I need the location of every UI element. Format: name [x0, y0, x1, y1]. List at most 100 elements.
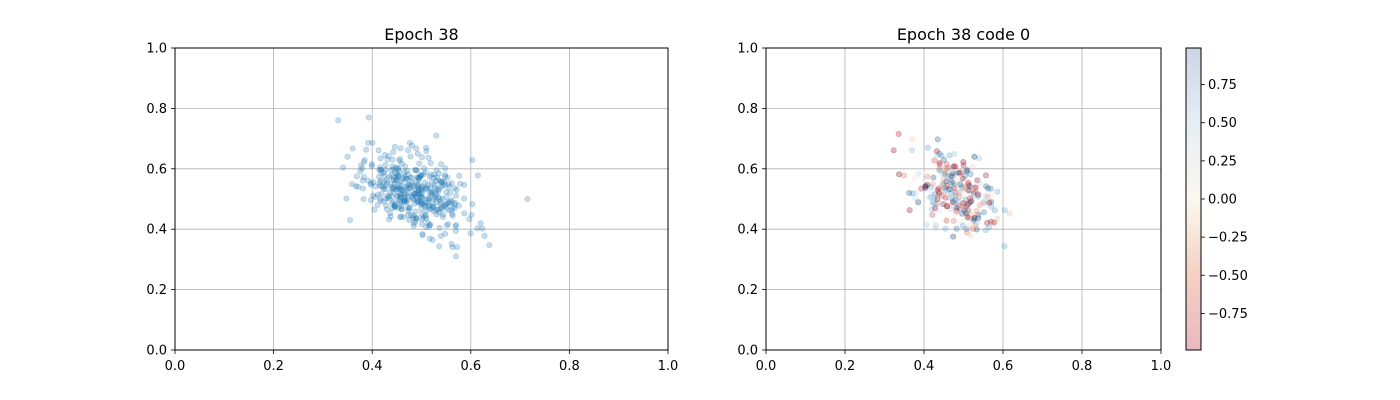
scatter-point	[401, 197, 408, 204]
scatter-point	[947, 192, 954, 199]
scatter-point	[433, 177, 440, 184]
y-tick-label: 1.0	[737, 42, 758, 57]
scatter-point	[440, 182, 447, 189]
scatter-point	[436, 195, 443, 202]
scatter-point	[410, 190, 417, 197]
scatter-point	[950, 233, 957, 240]
scatter-point	[417, 172, 424, 179]
scatter-point	[1001, 207, 1008, 214]
scatter-point	[410, 212, 417, 219]
scatter-point	[931, 157, 938, 164]
scatter-point	[950, 180, 957, 187]
scatter-point	[394, 165, 401, 172]
scatter-point	[944, 183, 951, 190]
scatter-point	[410, 190, 417, 197]
scatter-point	[941, 171, 948, 178]
scatter-point	[938, 152, 945, 159]
scatter-point	[955, 169, 962, 176]
scatter-point	[421, 165, 428, 172]
scatter-point	[928, 206, 935, 213]
scatter-point	[415, 188, 422, 195]
scatter-point	[412, 167, 419, 174]
scatter-point	[943, 217, 950, 224]
scatter-point	[426, 173, 433, 180]
scatter-point	[961, 185, 968, 192]
scatter-point	[442, 230, 449, 237]
scatter-point	[429, 191, 436, 198]
scatter-point	[957, 169, 964, 176]
scatter-point	[421, 201, 428, 208]
scatter-point	[449, 204, 456, 211]
scatter-point	[448, 197, 455, 204]
scatter-point	[378, 190, 385, 197]
scatter-point	[931, 194, 938, 201]
scatter-point	[956, 193, 963, 200]
scatter-point	[934, 196, 941, 203]
scatter-point	[369, 192, 376, 199]
scatter-point	[455, 202, 462, 209]
scatter-point	[374, 191, 381, 198]
scatter-point	[395, 185, 402, 192]
scatter-point	[422, 213, 429, 220]
scatter-point	[924, 181, 931, 188]
scatter-point	[934, 200, 941, 207]
scatter-point	[439, 213, 446, 220]
scatter-point	[938, 171, 945, 178]
scatter-point	[377, 166, 384, 173]
scatter-point	[946, 186, 953, 193]
scatter-point	[428, 188, 435, 195]
scatter-point	[968, 225, 975, 232]
scatter-point	[426, 235, 433, 242]
scatter-point	[401, 197, 408, 204]
scatter-point	[410, 196, 417, 203]
scatter-point	[382, 181, 389, 188]
scatter-point	[385, 195, 392, 202]
scatter-point	[960, 196, 967, 203]
scatter-point	[412, 192, 419, 199]
scatter-point	[437, 179, 444, 186]
scatter-point	[942, 194, 949, 201]
scatter-point	[939, 183, 946, 190]
scatter-point	[353, 183, 360, 190]
colorbar-tick-label: −0.25	[1208, 231, 1248, 246]
scatter-point	[437, 198, 444, 205]
scatter-point	[945, 172, 952, 179]
scatter-point	[397, 213, 404, 220]
scatter-point	[398, 160, 405, 167]
scatter-point	[418, 194, 425, 201]
scatter-point	[966, 215, 973, 222]
scatter-point	[424, 195, 431, 202]
y-tick-label: 0.8	[737, 102, 758, 117]
scatter-point	[436, 224, 443, 231]
scatter-point	[419, 189, 426, 196]
scatter-point	[937, 201, 944, 208]
scatter-point	[390, 177, 397, 184]
scatter-point	[955, 203, 962, 210]
scatter-point	[962, 196, 969, 203]
scatter-point	[374, 201, 381, 208]
scatter-point	[448, 198, 455, 205]
scatter-point	[896, 171, 903, 178]
y-tick-label: 0.2	[146, 283, 167, 298]
x-tick-label: 0.0	[756, 359, 777, 374]
scatter-point	[408, 142, 415, 149]
scatter-point	[376, 164, 383, 171]
scatter-point	[918, 185, 925, 192]
scatter-point	[429, 204, 436, 211]
scatter-point	[442, 202, 449, 209]
scatter-point	[433, 132, 440, 139]
x-axis-ticks: 0.0 0.2 0.4 0.6 0.8 1.0	[756, 350, 1171, 374]
scatter-point	[385, 153, 392, 160]
y-tick-label: 0.4	[737, 223, 758, 238]
scatter-point	[951, 199, 958, 206]
scatter-point	[932, 224, 939, 231]
scatter-point	[991, 207, 998, 214]
scatter-point	[939, 201, 946, 208]
scatter-point	[943, 203, 950, 210]
scatter-point	[413, 190, 420, 197]
scatter-point	[960, 192, 967, 199]
scatter-point	[438, 204, 445, 211]
scatter-point	[945, 186, 952, 193]
scatter-point	[965, 200, 972, 207]
scatter-point	[412, 185, 419, 192]
